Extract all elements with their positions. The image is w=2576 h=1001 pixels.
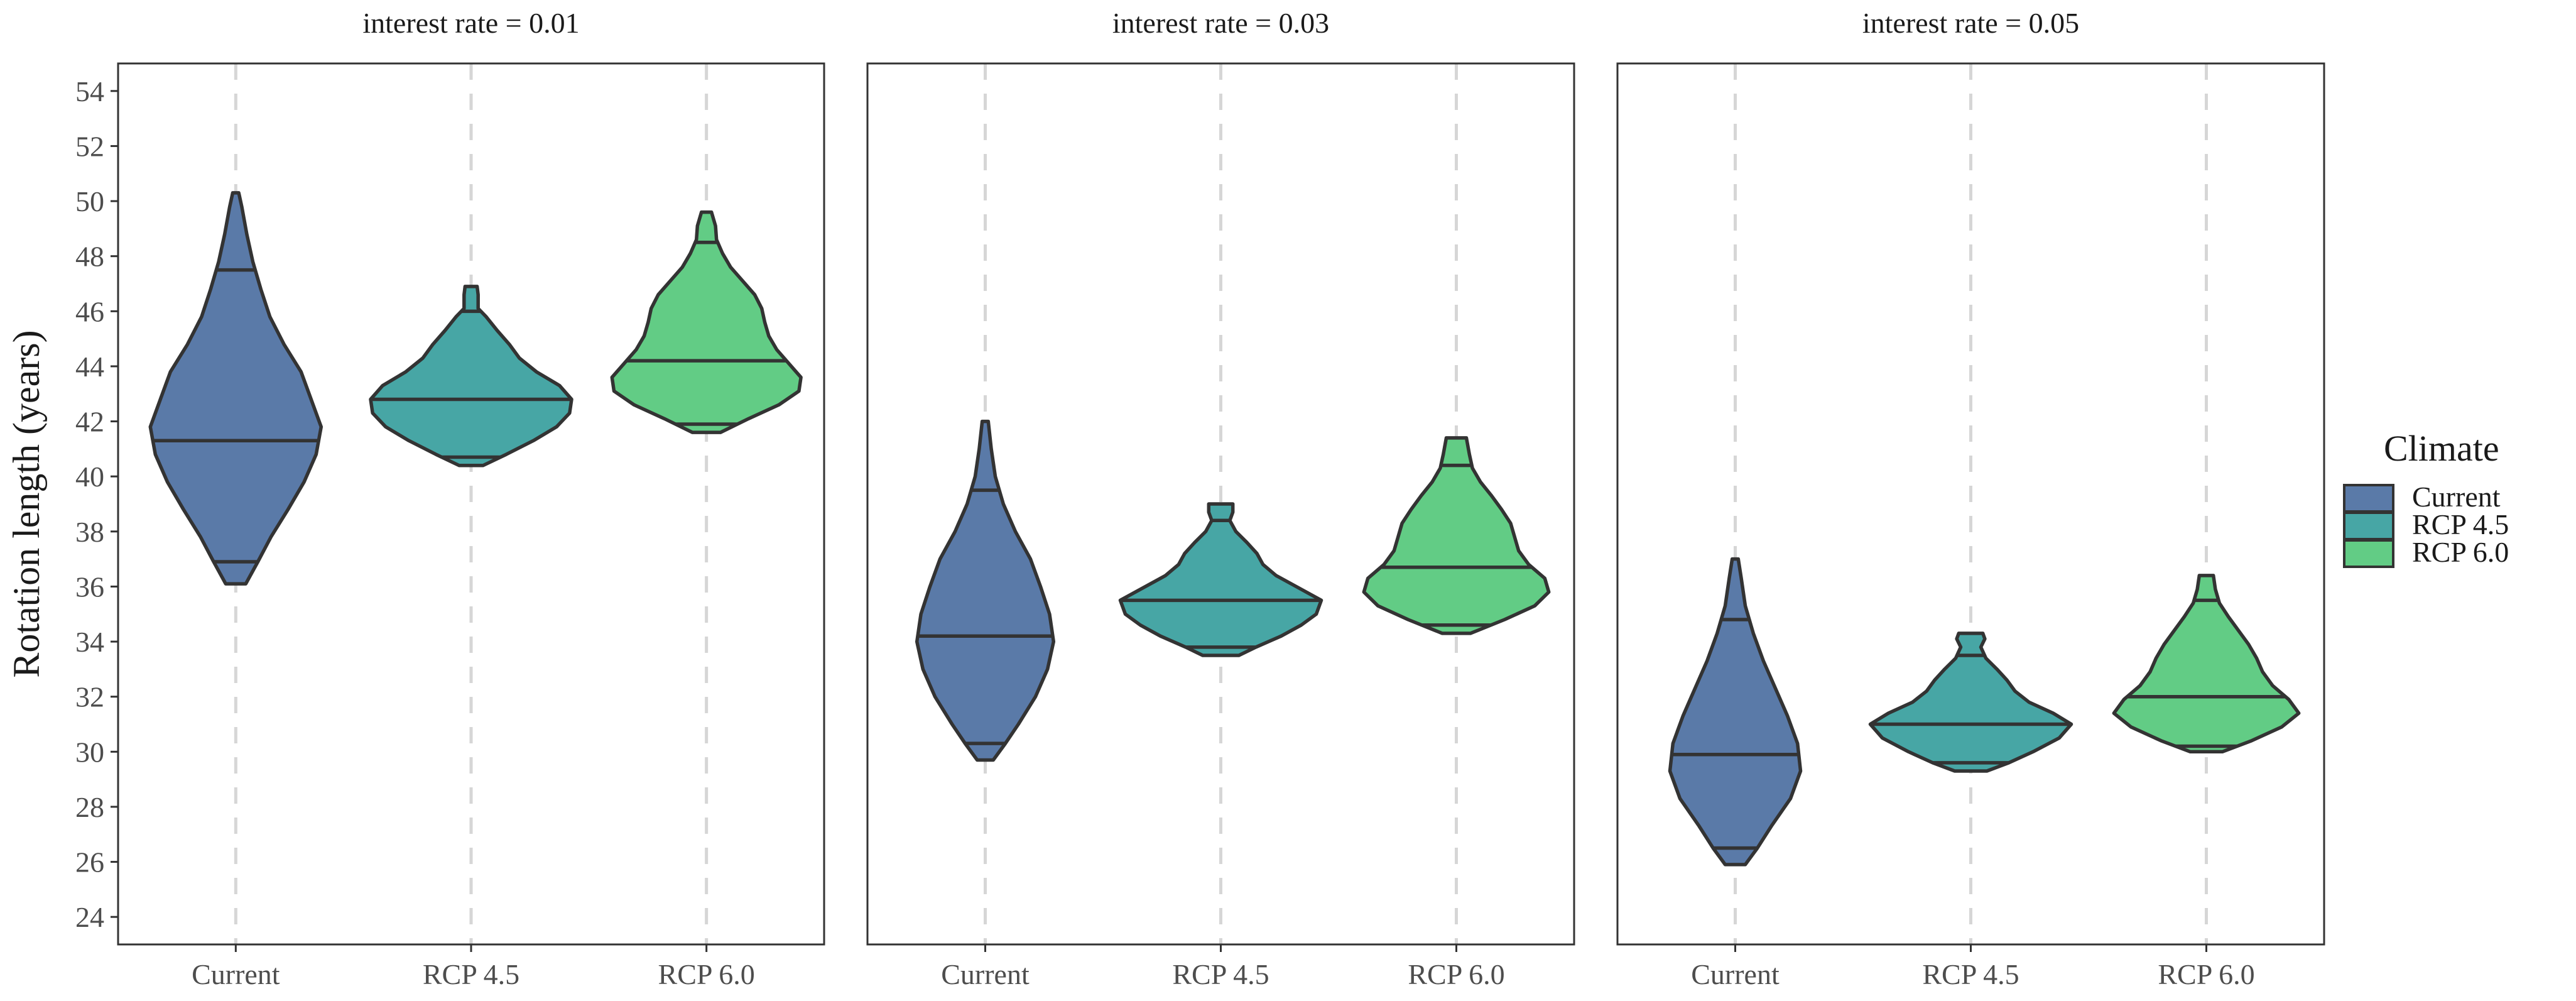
panel-title: interest rate = 0.03 — [1112, 7, 1329, 39]
legend-swatch — [2343, 511, 2394, 540]
y-tick-label: 40 — [75, 461, 104, 493]
x-tick-label: RCP 6.0 — [658, 958, 755, 990]
legend-label: RCP 4.5 — [2412, 508, 2509, 540]
y-tick-label: 24 — [75, 901, 104, 933]
y-tick-label: 30 — [75, 736, 104, 768]
violin-current — [1668, 557, 1803, 867]
y-tick-label: 32 — [75, 681, 104, 713]
y-tick-label: 52 — [75, 130, 104, 162]
x-tick-label: Current — [1691, 958, 1780, 990]
panel-2: interest rate = 0.03 Current RCP 4.5 RCP 6.… — [866, 7, 1575, 990]
violin-rcp-6-0 — [2112, 574, 2301, 754]
violin-body — [148, 191, 323, 586]
panel-3: interest rate = 0.05 Current RCP 4.5 RCP 6.… — [1616, 7, 2325, 990]
y-tick-label: 54 — [75, 75, 104, 107]
legend-label: Current — [2412, 481, 2501, 513]
violin-rcp-4-5 — [369, 285, 573, 468]
y-axis: 24 26 28 30 32 34 36 38 40 42 44 46 48 50 52 54 — [75, 75, 118, 933]
y-tick-label: 34 — [75, 626, 104, 658]
x-tick-label: Current — [192, 958, 280, 990]
violin-body — [1362, 436, 1551, 635]
violin-body — [2112, 574, 2301, 754]
panel-title: interest rate = 0.01 — [362, 7, 579, 39]
legend-swatch — [2343, 539, 2394, 568]
x-tick-label: RCP 4.5 — [1922, 958, 2019, 990]
violin-current — [148, 191, 323, 586]
y-tick-label: 36 — [75, 571, 104, 603]
y-tick-label: 50 — [75, 185, 104, 217]
x-tick-label: RCP 4.5 — [423, 958, 519, 990]
legend-item-rcp-4-5: RCP 4.5 — [2343, 508, 2509, 540]
y-tick-label: 48 — [75, 241, 104, 273]
violin-rcp-6-0 — [1362, 436, 1551, 635]
violin-body — [1668, 557, 1803, 867]
violin-rcp-4-5 — [1868, 632, 2073, 773]
panels: interest rate = 0.01 Current RCP 4.5 RCP 6.… — [117, 7, 2325, 990]
violin-body — [610, 210, 803, 434]
violin-body — [1118, 502, 1323, 657]
x-tick-label: Current — [941, 958, 1030, 990]
y-axis-title: Rotation length (years) — [6, 330, 47, 677]
violin-rcp-6-0 — [610, 210, 803, 434]
y-tick-label: 28 — [75, 791, 104, 823]
y-tick-label: 42 — [75, 406, 104, 438]
legend-item-current: Current — [2343, 481, 2501, 513]
y-tick-label: 44 — [75, 351, 104, 383]
violin-rcp-4-5 — [1118, 502, 1323, 657]
legend-title: Climate — [2384, 428, 2499, 469]
violin-body — [915, 419, 1056, 762]
legend-swatch — [2343, 484, 2394, 513]
x-tick-label: RCP 4.5 — [1172, 958, 1269, 990]
legend-item-rcp-6-0: RCP 6.0 — [2343, 536, 2509, 568]
panel-title: interest rate = 0.05 — [1862, 7, 2079, 39]
y-tick-label: 38 — [75, 516, 104, 548]
panel-1: interest rate = 0.01 Current RCP 4.5 RCP 6.… — [117, 7, 825, 990]
x-tick-label: RCP 6.0 — [1408, 958, 1504, 990]
x-tick-label: RCP 6.0 — [2158, 958, 2254, 990]
legend-label: RCP 6.0 — [2412, 536, 2509, 568]
violin-body — [369, 285, 573, 468]
y-tick-label: 46 — [75, 295, 104, 327]
violin-current — [915, 419, 1056, 762]
y-tick-label: 26 — [75, 846, 104, 878]
